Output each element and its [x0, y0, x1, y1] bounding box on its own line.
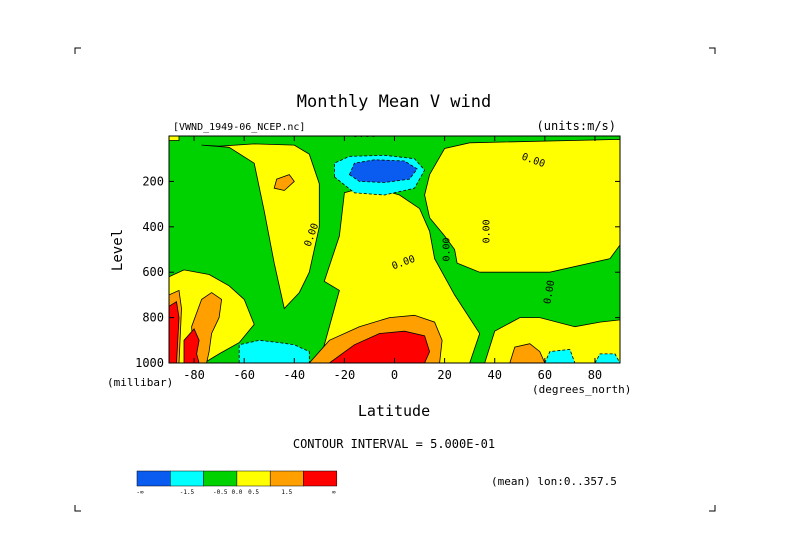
contour-region-central-strong — [328, 330, 431, 363]
colorbar-label: ∞ — [332, 489, 336, 496]
x-tick-label: -40 — [283, 368, 305, 382]
y-axis-ticks: 200 400 600 800 1000 — [135, 174, 620, 370]
contour-region-northern-surface-negative — [544, 348, 576, 363]
colorbar-swatch — [136, 470, 171, 487]
y-tick-label: 200 — [142, 174, 164, 188]
colorbar-label: -1.5 — [180, 489, 195, 496]
contour-region-antarctic-strong — [183, 328, 200, 363]
contour-region-north-upper-positive — [424, 138, 620, 273]
contour-field: 0.000.000.000.000.000.000.00 — [169, 129, 620, 363]
colorbar-label: -0.5 — [213, 489, 228, 496]
corner-marks — [74, 47, 716, 512]
colorbar-swatch — [170, 470, 204, 487]
contour-region-antarctic-moderate — [191, 292, 223, 363]
contour-label-4: 0.00 — [442, 237, 453, 261]
y-tick-label: 600 — [142, 265, 164, 279]
y-tick-label: 400 — [142, 220, 164, 234]
contour-region-southern-surface-negative — [238, 339, 310, 363]
y-axis-units: (millibar) — [107, 376, 173, 389]
y-axis-label: Level — [110, 229, 126, 271]
contour-interval-text: CONTOUR INTERVAL = 5.000E-01 — [293, 437, 495, 451]
x-axis-units: (degrees_north) — [532, 383, 631, 396]
colorbar-swatch — [269, 470, 304, 487]
x-tick-label: 80 — [588, 368, 602, 382]
contour-label-6: 0.00 — [542, 279, 557, 305]
colorbar-swatch — [203, 470, 238, 487]
y-tick-label: 1000 — [135, 356, 164, 370]
mean-text: (mean) lon:0..357.5 — [491, 475, 617, 488]
x-tick-label: -60 — [233, 368, 255, 382]
x-tick-label: 0 — [391, 368, 398, 382]
colorbar-swatch — [236, 470, 271, 487]
units-label: (units:m/s) — [537, 119, 616, 133]
contour-region-antarctic-edge-strong — [169, 301, 180, 363]
colorbar-label: -∞ — [136, 489, 144, 496]
colorbar-swatch — [303, 470, 338, 487]
x-tick-label: 40 — [487, 368, 501, 382]
contour-region-central-positive — [318, 185, 481, 363]
colorbar-label: 1.5 — [281, 489, 292, 496]
colorbar: -∞ -1.5 -0.5 0.5 1.5 ∞ 0.0 — [136, 470, 338, 496]
x-tick-label: -20 — [334, 368, 356, 382]
colorbar-label-zero: 0.0 — [231, 489, 242, 496]
dataset-label: [VWND_1949-06_NCEP.nc] — [173, 122, 305, 133]
contour-region-top-left-positive — [169, 136, 180, 141]
contour-region-northern-surface-moderate — [509, 343, 546, 363]
y-tick-label: 800 — [142, 311, 164, 325]
x-axis-ticks: -80 -60 -40 -20 0 20 40 60 80 — [183, 136, 602, 382]
x-tick-label: -80 — [183, 368, 205, 382]
contour-region-equatorial-upper-strong-negative — [348, 159, 418, 183]
contour-region-northern-surface-negative-2 — [594, 353, 620, 363]
contour-region-southern-upper-moderate — [273, 174, 295, 191]
x-tick-label: 60 — [538, 368, 552, 382]
contour-label-0: 0.00 — [352, 129, 376, 140]
chart-title: Monthly Mean V wind — [297, 92, 491, 112]
x-tick-label: 20 — [437, 368, 451, 382]
contour-label-5: 0.00 — [482, 219, 493, 243]
colorbar-label: 0.5 — [248, 489, 259, 496]
x-axis-label: Latitude — [358, 402, 430, 420]
